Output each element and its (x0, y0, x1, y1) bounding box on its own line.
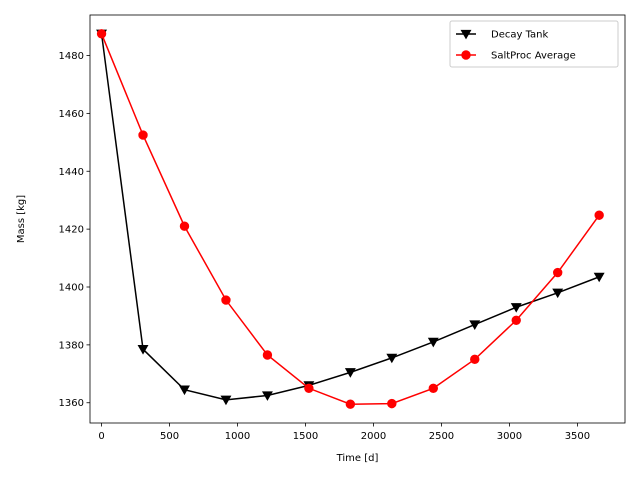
y-tick-label: 1440 (59, 167, 84, 178)
x-tick-label: 3000 (497, 431, 522, 442)
data-point (138, 130, 148, 140)
data-point (345, 399, 356, 409)
legend: Decay Tank SaltProc Average (449, 20, 619, 68)
data-point (469, 320, 481, 330)
y-tick-label: 1360 (59, 398, 84, 409)
y-tick-label: 1460 (59, 109, 84, 120)
data-point (221, 295, 231, 305)
legend-box (449, 20, 619, 68)
data-point (510, 303, 522, 313)
data-point (428, 383, 438, 393)
data-point (304, 383, 314, 393)
legend-marker (461, 50, 471, 60)
x-tick-label: 500 (160, 431, 179, 442)
x-tick-label: 0 (98, 431, 104, 442)
x-tick-label: 2500 (429, 431, 454, 442)
x-tick-label: 1000 (225, 431, 250, 442)
plot-marks (96, 29, 605, 409)
data-point (262, 350, 273, 360)
data-point (552, 288, 564, 299)
data-point (137, 345, 149, 355)
data-point (387, 398, 397, 409)
y-axis-label: Mass [kg] (16, 195, 27, 243)
series-line (100, 33, 600, 405)
series-line (100, 33, 600, 401)
data-point (386, 353, 398, 364)
data-point (594, 210, 604, 220)
legend-label: Decay Tank (491, 30, 548, 41)
data-point (427, 337, 439, 348)
data-point (511, 315, 521, 325)
data-point (96, 29, 107, 39)
data-point (470, 354, 480, 365)
series-1 (96, 29, 604, 409)
axes-frame (89, 14, 626, 424)
y-tick-label: 1480 (59, 51, 84, 62)
legend-entry: SaltProc Average (456, 50, 576, 62)
data-point (344, 368, 356, 378)
series-0 (96, 29, 605, 406)
x-tick-label: 3500 (565, 431, 590, 442)
y-tick-label: 1380 (59, 340, 84, 351)
axis-ticks: 0 500 1000 1500 2000 2500 3000 3500 1360 1380 1400… (59, 51, 591, 442)
legend-label: SaltProc Average (491, 51, 576, 62)
legend-marker (460, 29, 472, 40)
data-point (220, 395, 232, 406)
data-point (593, 272, 605, 283)
x-tick-label: 2000 (361, 431, 386, 442)
data-point (553, 267, 563, 278)
y-tick-label: 1420 (59, 225, 84, 236)
x-axis-label: Time [d] (336, 453, 379, 464)
y-tick-label: 1400 (59, 283, 84, 294)
legend-entry: Decay Tank (456, 30, 548, 41)
x-tick-label: 1500 (293, 431, 318, 442)
data-point (179, 221, 190, 231)
data-point (179, 385, 190, 396)
data-point (261, 391, 273, 401)
